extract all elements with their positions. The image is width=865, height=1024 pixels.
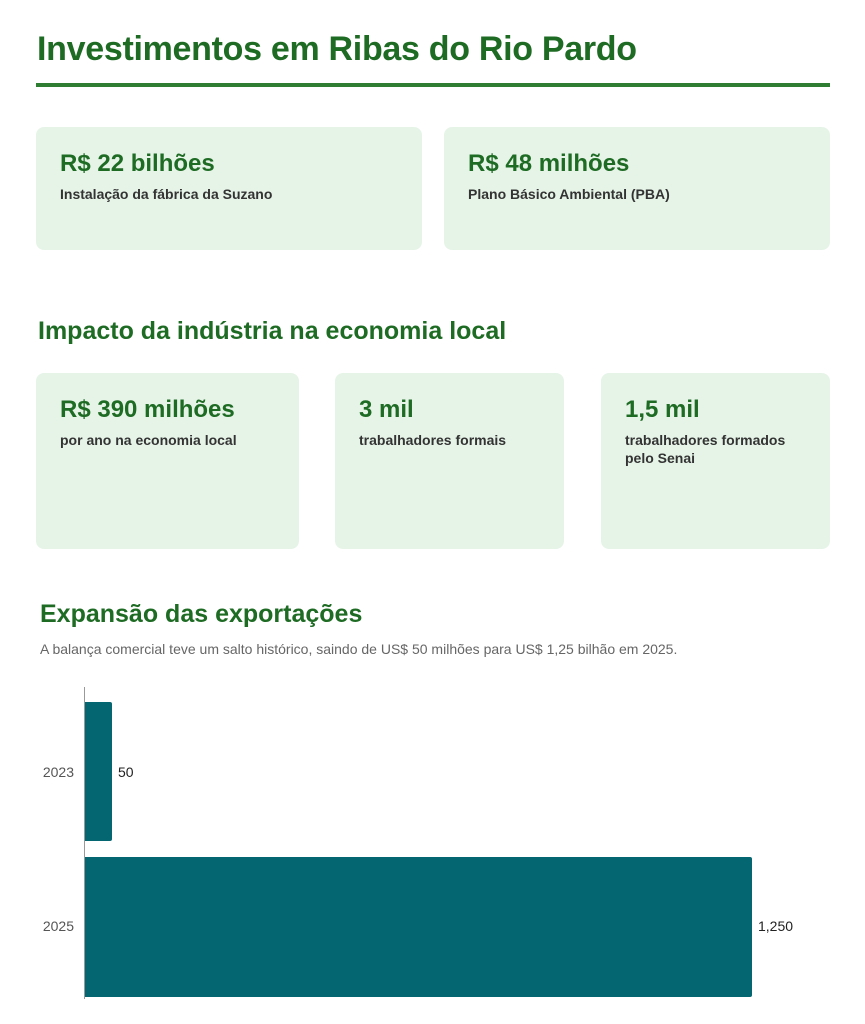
card-label: trabalhadores formados pelo Senai [625, 432, 786, 466]
category-label-2023: 2023 [42, 764, 74, 780]
exports-section-title: Expansão das exportações [40, 600, 363, 628]
card-value: R$ 22 bilhões [60, 150, 215, 177]
investment-card-pba: R$ 48 milhões Plano Básico Ambiental (PB… [444, 127, 830, 250]
card-value: 1,5 mil [625, 396, 700, 423]
investment-card-suzano: R$ 22 bilhões Instalação da fábrica da S… [36, 127, 422, 250]
bar-value-label-2025: 1,250 [758, 918, 794, 934]
title-divider [36, 83, 830, 87]
impact-card-economy: R$ 390 milhões por ano na economia local [36, 373, 299, 549]
bar-value-label-2023: 50 [118, 764, 134, 780]
impact-section-title: Impacto da indústria na economia local [38, 317, 507, 345]
card-value: 3 mil [359, 396, 414, 423]
exports-subtitle: A balança comercial teve um salto histór… [40, 641, 678, 657]
card-label: Plano Básico Ambiental (PBA) [468, 186, 670, 202]
y-axis-line [84, 687, 85, 999]
card-value: R$ 48 milhões [468, 150, 630, 177]
card-label: por ano na economia local [60, 432, 237, 448]
impact-card-workers: 3 mil trabalhadores formais [335, 373, 564, 549]
card-label: Instalação da fábrica da Suzano [60, 186, 273, 202]
bar-2023 [85, 702, 112, 841]
exports-bar-chart: 2023 50 2025 1,250 [0, 680, 865, 1024]
page-title: Investimentos em Ribas do Rio Pardo [37, 30, 637, 68]
impact-card-senai: 1,5 mil trabalhadores formados pelo Sena… [601, 373, 830, 549]
category-label-2025: 2025 [42, 918, 74, 934]
card-value: R$ 390 milhões [60, 396, 235, 423]
bar-2025 [85, 857, 752, 997]
card-label: trabalhadores formais [359, 432, 507, 448]
